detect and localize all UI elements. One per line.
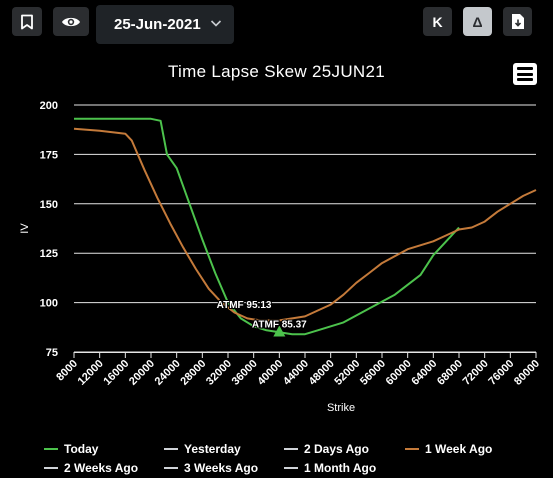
series-lines (73, 117, 537, 336)
x-tick-label: 80000 (512, 358, 542, 388)
legend-swatch (164, 467, 178, 469)
hamburger-menu-icon (517, 67, 533, 70)
y-tick-label: 175 (40, 149, 58, 161)
bookmark-icon (21, 14, 33, 29)
date-select-value: 25-Jun-2021 (114, 16, 201, 33)
hamburger-menu-icon (517, 72, 533, 76)
x-tick-label: 24000 (153, 358, 183, 388)
legend-item[interactable]: 2 Weeks Ago (44, 461, 138, 475)
y-tick-label: 125 (40, 248, 58, 260)
download-button[interactable] (503, 7, 532, 36)
legend-label: 2 Weeks Ago (64, 461, 139, 475)
delta-toggle-button[interactable]: Δ (463, 7, 492, 36)
iv-skew-chart: 75 100 125 150 175 200 8000120001600020000240… (19, 100, 542, 414)
series-line-today (74, 117, 460, 336)
legend-item[interactable]: 1 Week Ago (405, 442, 492, 456)
x-tick-label: 28000 (178, 358, 208, 388)
x-tick-label: 52000 (332, 358, 362, 388)
date-select[interactable]: 25-Jun-2021 (96, 5, 234, 44)
legend-swatch (284, 448, 298, 450)
x-tick-label: 72000 (461, 358, 491, 388)
x-tick-label: 44000 (281, 358, 311, 388)
toolbar: 25-Jun-2021 K Δ (0, 0, 553, 48)
series-line-1-week-ago (73, 127, 537, 322)
legend-item[interactable]: 2 Days Ago (284, 442, 369, 456)
chart-title: Time Lapse Skew 25JUN21 (168, 62, 385, 81)
legend-label: Today (64, 442, 99, 456)
legend-label: 1 Week Ago (425, 442, 493, 456)
download-file-icon (511, 14, 524, 29)
y-tick-label: 75 (46, 347, 58, 359)
legend-label: 3 Weeks Ago (184, 461, 259, 475)
eye-icon (62, 17, 80, 26)
chart-menu-button[interactable] (513, 63, 537, 85)
legend-swatch (44, 448, 58, 450)
x-tick-label: 56000 (358, 358, 388, 388)
chevron-down-icon (210, 20, 222, 27)
y-axis-label: IV (19, 223, 31, 234)
legend-item[interactable]: Today (44, 442, 98, 456)
grid-lines (73, 104, 537, 358)
x-tick-label: 68000 (435, 358, 465, 388)
legend-swatch (164, 448, 178, 450)
k-toggle-label: K (432, 13, 443, 30)
legend-label: 2 Days Ago (304, 442, 369, 456)
atmf-marker (273, 325, 286, 337)
x-tick-label: 36000 (230, 358, 260, 388)
x-axis-ticks: 8000120001600020000240002800032000360004… (54, 358, 542, 388)
atmf-label: ATMF 85.37 (252, 320, 307, 331)
legend-swatch (44, 467, 58, 469)
k-toggle-button[interactable]: K (423, 7, 452, 36)
hamburger-menu-icon (517, 78, 533, 81)
delta-toggle-label: Δ (472, 13, 483, 30)
y-axis-ticks: 75 100 125 150 175 200 (40, 100, 58, 359)
x-tick-label: 40000 (255, 358, 285, 388)
annotations: ATMF 95.13 ATMF 85.37 (216, 299, 308, 337)
legend-item[interactable]: 1 Month Ago (284, 461, 376, 475)
y-tick-label: 100 (40, 298, 58, 310)
legend-item[interactable]: Yesterday (164, 442, 241, 456)
x-tick-label: 16000 (101, 358, 131, 388)
x-tick-label: 32000 (204, 358, 234, 388)
x-tick-label: 60000 (384, 358, 414, 388)
x-tick-label: 20000 (127, 358, 157, 388)
visibility-button[interactable] (53, 7, 89, 36)
bookmark-button[interactable] (12, 7, 42, 36)
x-tick-label: 48000 (307, 358, 337, 388)
legend-swatch (284, 467, 298, 469)
x-tick-label: 12000 (76, 358, 106, 388)
legend-swatch (405, 448, 419, 450)
x-tick-label: 76000 (486, 358, 516, 388)
x-tick-label: 64000 (409, 358, 439, 388)
y-tick-label: 200 (40, 100, 58, 112)
x-axis-label: Strike (327, 402, 355, 414)
legend-item[interactable]: 3 Weeks Ago (164, 461, 258, 475)
legend-label: Yesterday (184, 442, 241, 456)
legend-label: 1 Month Ago (304, 461, 377, 475)
atmf-label: ATMF 95.13 (217, 300, 272, 311)
chart-legend: Today Yesterday 2 Days Ago 1 Week Ago 2 Week… (0, 432, 553, 478)
y-tick-label: 150 (40, 199, 58, 211)
